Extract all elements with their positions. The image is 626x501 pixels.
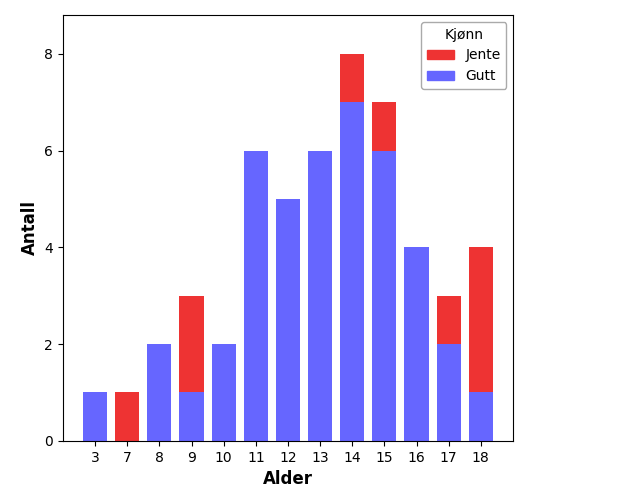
Bar [147, 344, 172, 441]
Bar [469, 247, 493, 392]
Bar [180, 392, 203, 441]
Bar [244, 150, 268, 441]
Bar [212, 344, 236, 441]
Bar [308, 150, 332, 441]
Bar [83, 392, 107, 441]
Y-axis label: Antall: Antall [21, 200, 38, 256]
Bar [436, 344, 461, 441]
Bar [276, 199, 300, 441]
Bar [372, 102, 396, 150]
Bar [340, 102, 364, 441]
Bar [404, 247, 429, 441]
Bar [340, 54, 364, 102]
Bar [180, 296, 203, 392]
X-axis label: Alder: Alder [263, 470, 313, 488]
Bar [436, 296, 461, 344]
Bar [372, 150, 396, 441]
Bar [115, 392, 140, 441]
Bar [469, 392, 493, 441]
Legend: Jente, Gutt: Jente, Gutt [421, 22, 506, 89]
